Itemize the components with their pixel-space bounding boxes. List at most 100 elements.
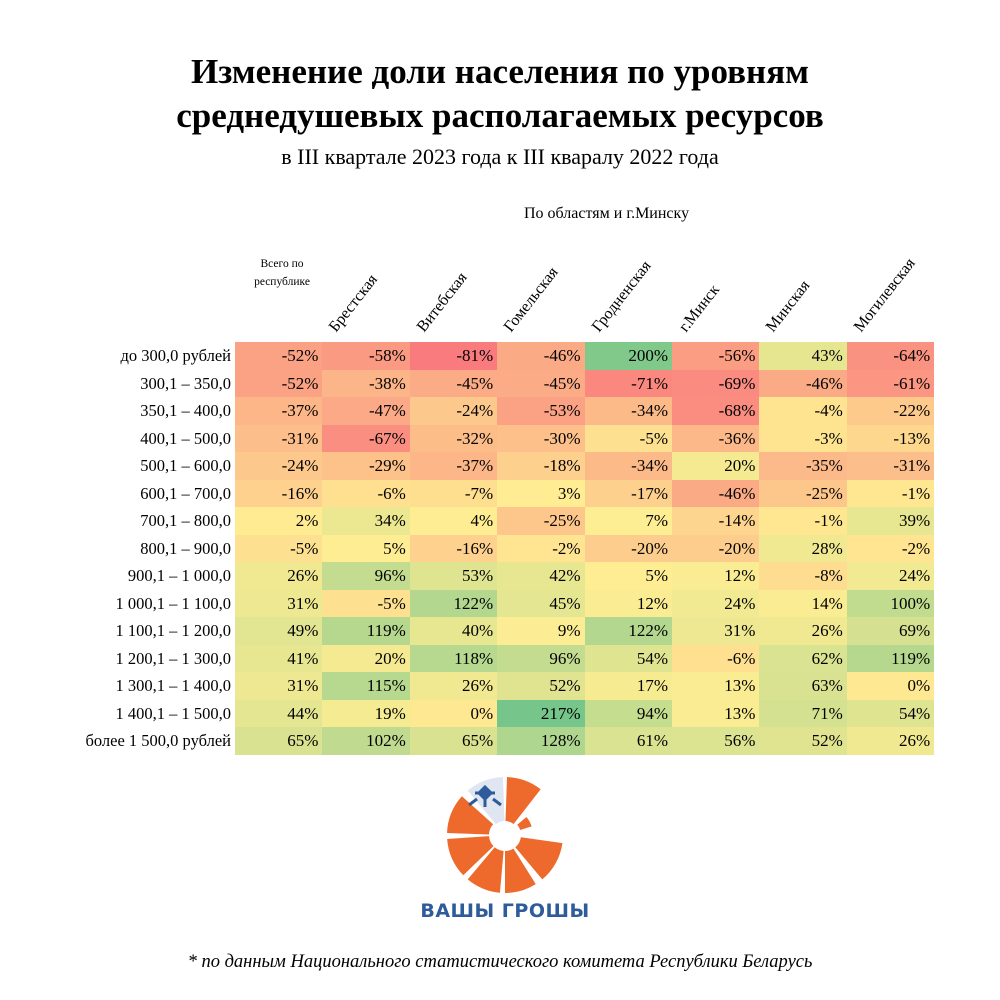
column-group-label: По областям и г.Минску [524,205,690,222]
heatmap-cell: -4% [759,397,847,425]
row-label: 800,1 – 900,0 [140,538,231,558]
column-header-total: Всего по республике [242,255,322,291]
heatmap-cell: 65% [409,727,498,755]
total-line-2: республике [254,276,310,288]
row-label: 350,1 – 400,0 [140,401,231,420]
heatmap-cell: -5% [584,424,672,452]
heatmap-cell: 12% [672,562,760,590]
heatmap-cell: -13% [846,424,935,452]
heatmap-cell: 4% [409,507,498,535]
logo-text: ВАШЫ ГРОШЫ [420,900,590,922]
heatmap-cell: 96% [322,562,410,590]
heatmap-cell: 24% [846,562,935,590]
row-label: 900,1 – 1 000,0 [127,566,231,585]
heatmap-cell: -71% [584,369,672,397]
heatmap-cell: -34% [584,397,672,425]
heatmap-cell: -17% [584,479,672,507]
heatmap-cell: -64% [846,342,935,370]
heatmap-cell: 13% [672,672,760,700]
column-header: Минская [763,277,814,336]
heatmap-cell: -31% [235,424,323,452]
heatmap-cell: -31% [846,452,935,480]
heatmap-cell: 26% [759,617,847,645]
heatmap-cell: -1% [846,479,935,507]
heatmap-cell: 54% [846,699,935,727]
heatmap-cell: 9% [497,617,585,645]
heatmap-cell: 31% [672,617,760,645]
row-label: 700,1 – 800,0 [140,511,231,530]
heatmap-cell: 71% [759,699,847,727]
total-line-1: Всего по [260,258,304,270]
heatmap-cell: -20% [672,534,760,562]
heatmap-cell: 44% [235,699,323,727]
heatmap-cell: 96% [497,644,585,672]
column-header: Гомельская [501,264,562,336]
heatmap-cell: 20% [322,644,410,672]
heatmap-cell: 200% [584,342,672,370]
row-label: 400,1 – 500,0 [140,428,231,448]
row-label: 1 100,1 – 1 200,0 [115,621,232,640]
heatmap-cell: 13% [672,699,760,727]
heatmap-cell: 52% [497,672,585,700]
heatmap-cell: 122% [584,617,672,645]
column-header: г.Минск [675,281,724,336]
ornament-pattern [468,784,502,807]
heatmap-cell: -5% [235,534,323,562]
heatmap-cell: -37% [409,452,498,480]
heatmap-cell: -81% [409,342,498,370]
heatmap-cell: -69% [672,369,760,397]
vashy-groshy-logo [447,777,563,893]
heatmap-cell: 119% [846,644,935,672]
heatmap-cell: 62% [759,644,847,672]
heatmap-cell: 42% [497,562,585,590]
heatmap-cell: 12% [584,589,672,617]
heatmap-cell: -18% [497,452,585,480]
heatmap-cell: 69% [846,617,935,645]
heatmap-cell: -68% [672,397,760,425]
heatmap-cell: 5% [322,534,410,562]
heatmap-cell: -16% [409,534,498,562]
logo-segment [517,817,532,831]
column-header: Витебская [413,269,471,336]
heatmap-cell: -37% [235,397,323,425]
heatmap-cell: -47% [322,397,410,425]
heatmap-cell: 61% [584,727,672,755]
heatmap-cell: -36% [672,424,760,452]
title-line-1: Изменение доли населения по уровням [191,52,809,91]
heatmap-cell: -61% [846,369,935,397]
heatmap-cell: 49% [235,617,323,645]
logo-segment [467,847,504,893]
heatmap-cell: -16% [235,479,323,507]
heatmap-cell: 65% [235,727,323,755]
heatmap-cell: 45% [497,589,585,617]
heatmap-cell: -5% [322,589,410,617]
heatmap-cell: 28% [759,534,847,562]
source-footnote: * по данным Национального статистическог… [187,952,813,972]
heatmap-cell: -58% [322,342,410,370]
heatmap-cell: -67% [322,424,410,452]
heatmap-cell: 14% [759,589,847,617]
heatmap-cell: -22% [846,397,935,425]
heatmap-cell: -45% [409,369,498,397]
row-label: 1 300,1 – 1 400,0 [115,676,232,695]
heatmap-cell: -35% [759,452,847,480]
heatmap-cell: -14% [672,507,760,535]
logo-segment [447,836,494,876]
logo-segment [505,848,536,893]
heatmap-cell: -45% [497,369,585,397]
heatmap-cell: 31% [235,589,323,617]
row-label: 1 200,1 – 1 300,0 [115,648,232,668]
row-label: 1 000,1 – 1 100,0 [115,593,232,613]
heatmap-cell: -6% [672,644,760,672]
heatmap-cell: 39% [846,507,935,535]
heatmap-cell: -30% [497,424,585,452]
heatmap-cell: 2% [235,507,323,535]
heatmap-cell: -34% [584,452,672,480]
heatmap-cell: 3% [497,479,585,507]
heatmap-cell: 54% [584,644,672,672]
row-label: 1 400,1 – 1 500,0 [115,703,232,723]
heatmap-cell: -56% [672,342,760,370]
heatmap-cell: 24% [672,589,760,617]
heatmap-cell: 52% [759,727,847,755]
heatmap-cell: -20% [584,534,672,562]
